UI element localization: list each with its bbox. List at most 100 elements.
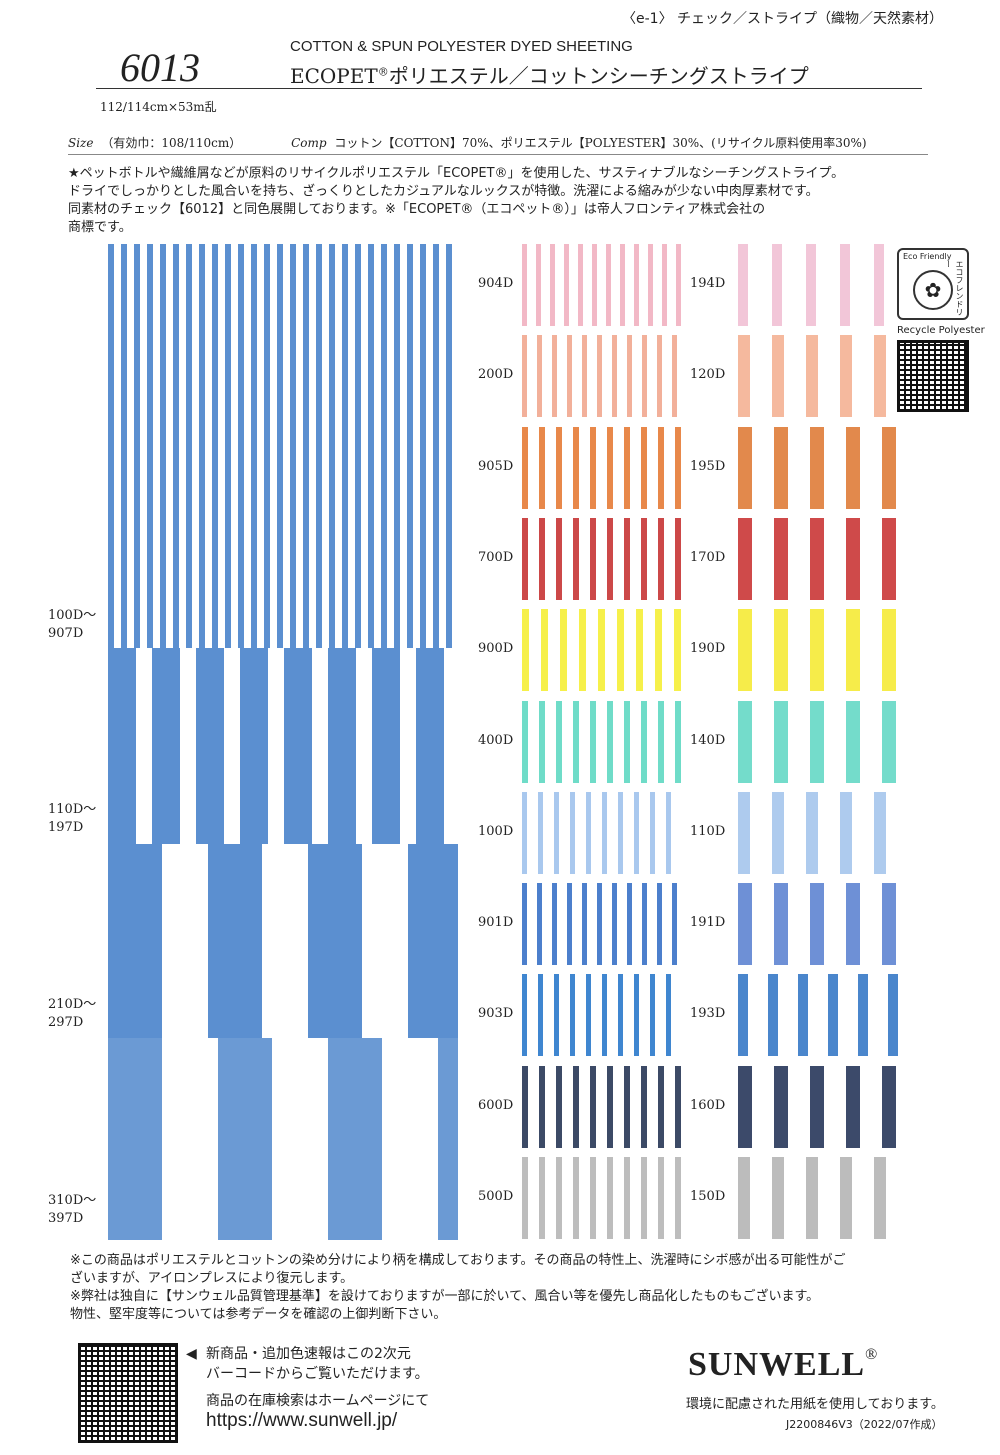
note-line: ※この商品はポリエステルとコットンの染め分けにより柄を構成しております。その商品…: [70, 1253, 846, 1268]
title-rest: ポリエステル／コットンシーチングストライプ: [388, 64, 809, 88]
swatch-code-label: 901D: [478, 915, 514, 930]
swatch-code-label: 700D: [478, 550, 514, 565]
range-label-line: 310D～: [48, 1193, 97, 1208]
qr-caption-line: バーコードからご覧いただけます。: [206, 1366, 429, 1382]
description-line: 商標です。: [68, 220, 132, 235]
color-swatch: [522, 792, 682, 874]
note-line: ※弊社は独自に【サンウェル品質管理基準】を設けておりますが一部に於いて、風合い等…: [70, 1289, 820, 1304]
website-link[interactable]: https://www.sunwell.jp/: [206, 1410, 398, 1431]
title-brand: ECOPET: [290, 64, 378, 88]
eco-friendly-badge: Eco Friendly ✿ エコフレンドリー: [897, 248, 969, 320]
range-label-line: 210D～: [48, 997, 97, 1012]
stock-search-text: 商品の在庫検索はホームページにて: [206, 1393, 430, 1409]
color-swatch: [738, 883, 898, 965]
color-swatch: [522, 335, 682, 417]
color-swatch: [522, 883, 682, 965]
range-label-line: 110D～: [48, 802, 97, 817]
color-swatch: [738, 609, 898, 691]
color-swatch: [738, 1157, 898, 1239]
eco-badge-heading: Eco Friendly: [903, 252, 952, 261]
color-swatch: [522, 1157, 682, 1239]
comp-label: Comp: [291, 136, 327, 150]
swatch-code-label: 191D: [690, 915, 726, 930]
sunwell-logo: SUNWELL®: [688, 1346, 878, 1384]
color-swatch: [738, 518, 898, 600]
swatch-code-label: 400D: [478, 733, 514, 748]
color-swatch: [522, 427, 682, 509]
range-label-2: 110D～ 197D: [48, 801, 96, 837]
size-value: 112/114cm×53m乱: [100, 100, 217, 114]
swatch-code-label: 195D: [690, 459, 726, 474]
swatch-code-label: 150D: [690, 1189, 726, 1204]
print-code: J2200846V3（2022/07作成）: [786, 1418, 943, 1431]
color-swatch: [522, 518, 682, 600]
size-width: （有効巾：108/110cm）: [101, 136, 242, 150]
swatch-code-label: 193D: [690, 1006, 726, 1021]
color-swatch: [738, 974, 898, 1056]
range-label-line: 397D: [48, 1211, 84, 1226]
eco-badge-side-text: エコフレンドリー: [944, 260, 964, 316]
logo-text: SUNWELL: [688, 1346, 866, 1383]
swatch-code-label: 120D: [690, 367, 726, 382]
qr-code-news[interactable]: [78, 1343, 178, 1443]
swatch-code-label: 903D: [478, 1006, 514, 1021]
large-swatch-medium-stripe: [108, 648, 458, 844]
swatch-code-label: 904D: [478, 276, 514, 291]
recycle-polyester-label: Recycle Polyester: [897, 325, 985, 336]
composition: Comp コットン【COTTON】70%、ポリエステル【POLYESTER】30…: [291, 136, 866, 150]
color-swatch: [522, 974, 682, 1056]
swatch-code-label: 190D: [690, 641, 726, 656]
swatch-code-label: 140D: [690, 733, 726, 748]
page-title: ECOPET®ポリエステル／コットンシーチングストライプ: [290, 60, 809, 89]
range-label-line: 197D: [48, 820, 84, 835]
swatch-code-label: 500D: [478, 1189, 514, 1204]
swatch-code-label: 160D: [690, 1098, 726, 1113]
spec-row: Size （有効巾：108/110cm） Comp コットン【COTTON】70…: [68, 134, 867, 151]
subtitle-english: COTTON & SPUN POLYESTER DYED SHEETING: [290, 38, 633, 55]
notes: ※この商品はポリエステルとコットンの染め分けにより柄を構成しております。その商品…: [70, 1252, 950, 1324]
swatch-code-label: 600D: [478, 1098, 514, 1113]
qr-caption: 新商品・追加色速報はこの2次元 バーコードからご覧いただけます。: [206, 1344, 429, 1384]
logo-registered-mark: ®: [865, 1346, 879, 1363]
swatch-code-label: 170D: [690, 550, 726, 565]
range-label-4: 310D～ 397D: [48, 1192, 96, 1228]
swatch-code-label: 110D: [690, 824, 726, 839]
range-label-line: 100D～: [48, 608, 97, 623]
large-swatch-wide-stripe: [108, 844, 458, 1038]
large-swatch-extra-wide-stripe: [108, 1038, 458, 1240]
color-swatch: [522, 701, 682, 783]
description-line: ★ペットボトルや繊維屑などが原料のリサイクルポリエステル「ECOPET®」を使用…: [68, 166, 845, 181]
comp-value: コットン【COTTON】70%、ポリエステル【POLYESTER】30%、(リサ…: [334, 136, 867, 150]
range-label-1: 100D～ 907D: [48, 607, 96, 643]
color-swatch: [738, 701, 898, 783]
range-label-3: 210D～ 297D: [48, 996, 96, 1032]
range-label-line: 297D: [48, 1015, 84, 1030]
note-line: 物性、堅牢度等については参考データを確認の上御判断下さい。: [70, 1307, 447, 1322]
description: ★ペットボトルや繊維屑などが原料のリサイクルポリエステル「ECOPET®」を使用…: [68, 165, 948, 237]
swatch-code-label: 900D: [478, 641, 514, 656]
color-swatch: [522, 609, 682, 691]
leaf-icon: ✿: [913, 270, 953, 310]
range-label-line: 907D: [48, 626, 84, 641]
color-swatch: [522, 1066, 682, 1148]
qr-code-recycle[interactable]: [897, 340, 969, 412]
color-swatch: [738, 792, 898, 874]
swatch-code-label: 905D: [478, 459, 514, 474]
description-line: 同素材のチェック【6012】と同色展開しております。※「ECOPET®（エコペッ…: [68, 202, 766, 217]
title-registered-mark: ®: [377, 65, 389, 79]
swatch-code-label: 200D: [478, 367, 514, 382]
header-divider: [96, 88, 922, 89]
swatch-code-label: 194D: [690, 276, 726, 291]
color-swatch: [738, 335, 898, 417]
spec-divider: [68, 154, 928, 155]
color-swatch: [738, 1066, 898, 1148]
qr-caption-line: 新商品・追加色速報はこの2次元: [206, 1346, 411, 1362]
product-code: 6013: [120, 45, 200, 90]
eco-paper-notice: 環境に配慮された用紙を使用しております。: [686, 1397, 944, 1412]
category-label: 〈e-1〉 チェック／ストライプ（織物／天然素材）: [622, 11, 944, 27]
large-swatch-fine-stripe: [108, 244, 458, 648]
description-line: ドライでしっかりとした風合いを持ち、ざっくりとしたカジュアルなルックスが特徴。洗…: [68, 184, 819, 199]
size-label: Size: [68, 136, 94, 150]
color-swatch: [738, 427, 898, 509]
arrow-left-icon: ◀: [186, 1346, 197, 1362]
